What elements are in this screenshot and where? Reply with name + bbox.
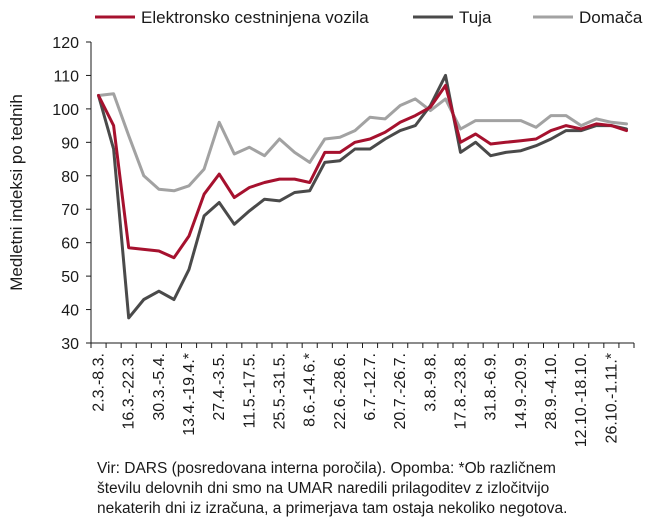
source-note-line-1: Vir: DARS (posredovana interna poročila)… — [97, 460, 556, 477]
y-axis-title: Medletni indeksi po tednih — [7, 94, 26, 291]
y-tick-label: 70 — [61, 202, 79, 219]
y-tick-label: 30 — [61, 336, 79, 353]
y-tick-label: 100 — [52, 102, 79, 119]
y-tick-label: 80 — [61, 169, 79, 186]
x-tick-label: 3.8.-9.8. — [422, 353, 439, 412]
y-tick-label: 60 — [61, 236, 79, 253]
x-tick-label: 13.4.-19.4.* — [181, 353, 198, 436]
x-tick-label: 6.7.-12.7. — [362, 353, 379, 421]
y-tick-label: 40 — [61, 303, 79, 320]
y-tick-label: 90 — [61, 135, 79, 152]
x-tick-label: 20.7.-26.7. — [392, 353, 409, 430]
source-note-line-3: nekaterih dni iz izračuna, a primerjava … — [97, 500, 568, 517]
legend-label-0: Elektronsko cestninjena vozila — [141, 8, 369, 27]
x-tick-label: 14.9.-20.9. — [513, 353, 530, 430]
x-tick-label: 28.9.-4.10. — [543, 353, 560, 430]
x-tick-label: 11.5.-17.5. — [241, 353, 258, 428]
series-line-1 — [97, 73, 628, 320]
series-line-2 — [97, 92, 628, 193]
y-tick-label: 120 — [52, 35, 79, 52]
series-line-0 — [97, 84, 628, 260]
legend-label-2: Domača — [579, 8, 643, 27]
x-tick-label: 2.3.-8.3. — [91, 353, 108, 412]
y-tick-label: 50 — [61, 269, 79, 286]
source-note-line-2: številu delovnih dni smo na UMAR naredil… — [97, 480, 550, 497]
x-tick-label: 26.10.-1.11.* — [603, 353, 620, 443]
x-tick-label: 25.5.-31.5. — [272, 353, 289, 430]
x-tick-label: 16.3.-22.3. — [121, 353, 138, 430]
x-tick-label: 30.3.-5.4. — [151, 353, 168, 421]
legend-label-1: Tuja — [459, 8, 492, 27]
line-chart: 30 40 50 60 70 80 90 100 110 120 Medletni indeksi … — [7, 8, 643, 447]
source-note: Vir: DARS (posredovana interna poročila)… — [97, 459, 642, 519]
x-tick-label: 22.6.-28.6. — [332, 353, 349, 430]
x-tick-label: 27.4.-3.5. — [211, 353, 228, 421]
x-tick-label: 12.10.-18.10. — [573, 353, 590, 447]
y-tick-label: 110 — [53, 68, 79, 85]
x-tick-label: 8.6.-14.6.* — [302, 353, 319, 427]
x-tick-label: 31.8.-6.9. — [483, 353, 500, 421]
x-tick-label: 17.8.-23.8. — [453, 353, 470, 430]
